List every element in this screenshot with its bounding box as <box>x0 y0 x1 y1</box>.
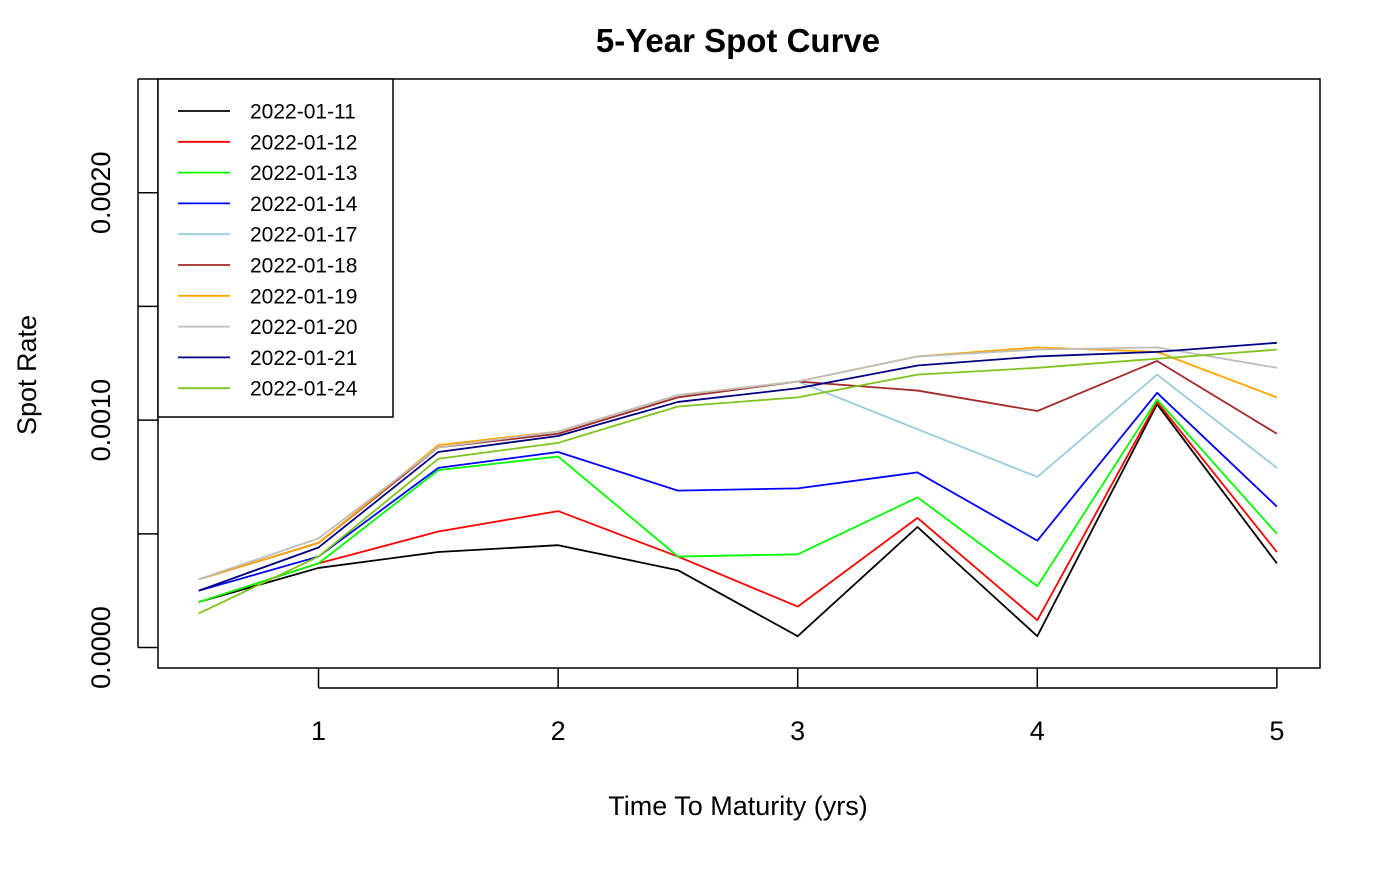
legend-label-2022-01-24: 2022-01-24 <box>250 378 358 401</box>
plot-area: 1 2 3 4 50.00000.00100.00202022-01-112022-01… <box>86 78 1321 746</box>
x-tick-label-2: 2 <box>551 716 566 746</box>
legend-label-2022-01-20: 2022-01-20 <box>250 316 357 339</box>
y-axis-title: Spot Rate <box>12 315 42 435</box>
y-tick-label-4: 0.0020 <box>86 151 116 234</box>
x-tick-label-5: 5 <box>1269 716 1284 746</box>
y-tick-label-0: 0.0000 <box>86 606 116 689</box>
x-tick-label-4: 4 <box>1030 716 1045 746</box>
series-line-2022-01-24 <box>198 348 1277 615</box>
y-tick-label-2: 0.0010 <box>86 379 116 462</box>
series-line-2022-01-12 <box>198 401 1278 622</box>
chart-title: 5-Year Spot Curve <box>596 22 880 59</box>
legend-label-2022-01-17: 2022-01-17 <box>250 224 357 247</box>
x-tick-label-3: 3 <box>790 716 805 746</box>
legend-label-2022-01-13: 2022-01-13 <box>250 162 357 185</box>
x-axis-title: Time To Maturity (yrs) <box>608 791 868 821</box>
series-line-2022-01-21 <box>198 341 1277 592</box>
legend-label-2022-01-11: 2022-01-11 <box>250 101 356 124</box>
series-line-2022-01-14 <box>198 391 1278 592</box>
series-line-2022-01-13 <box>198 398 1278 603</box>
series-line-2022-01-11 <box>198 403 1278 638</box>
legend-label-2022-01-12: 2022-01-12 <box>250 131 357 154</box>
legend-box <box>157 78 394 418</box>
legend: 2022-01-11 2022-01-12 2022-01-13 2022-01-14… <box>157 78 394 418</box>
legend-label-2022-01-18: 2022-01-18 <box>250 255 357 278</box>
legend-label-2022-01-19: 2022-01-19 <box>250 285 357 308</box>
legend-label-2022-01-21: 2022-01-21 <box>250 347 357 370</box>
series-line-2022-01-20 <box>198 346 1278 581</box>
x-tick-label-1: 1 <box>311 716 326 746</box>
legend-label-2022-01-14: 2022-01-14 <box>250 193 358 216</box>
